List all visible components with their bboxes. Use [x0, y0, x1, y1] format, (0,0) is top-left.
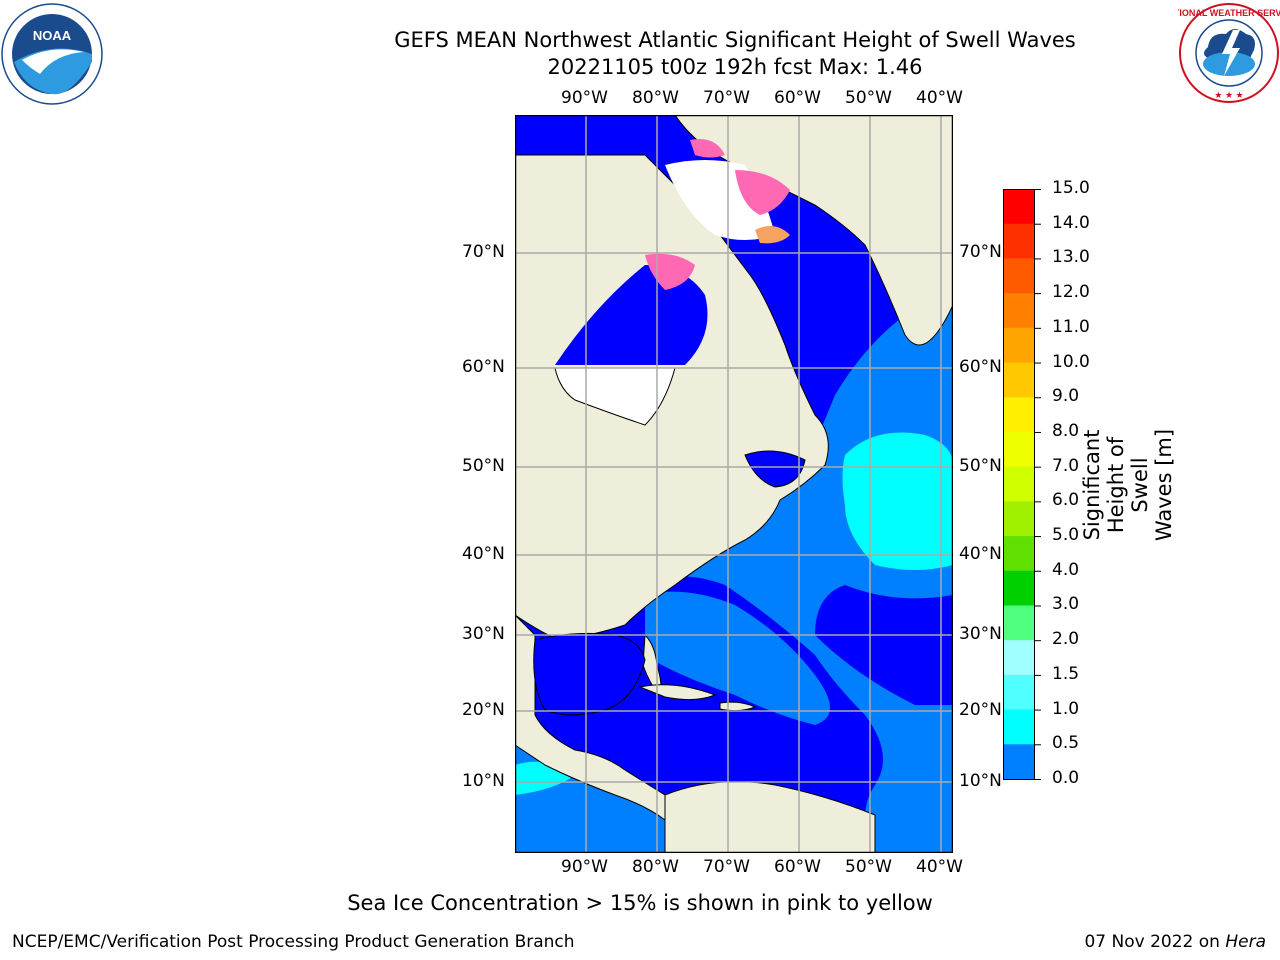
- noaa-logo: NOAA: [1, 3, 103, 105]
- colorbar-cell: [1003, 362, 1035, 398]
- lon-label-top: 80°W: [632, 88, 679, 108]
- machine-name: Hera: [1225, 932, 1266, 952]
- map-subtitle: 20221105 t00z 192h fcst Max: 1.46: [547, 55, 923, 79]
- colorbar-cell: [1003, 640, 1035, 676]
- colorbar-tick-label: 3.0: [1052, 594, 1080, 615]
- lat-label-left: 40°N: [462, 544, 505, 564]
- lon-label-bottom: 80°W: [632, 857, 679, 877]
- colorbar-cell: [1003, 709, 1035, 745]
- colorbar-cell: [1003, 431, 1035, 468]
- map-frame: [514, 114, 954, 854]
- lat-label-right: 70°N: [959, 242, 1002, 262]
- lon-label-top: 50°W: [845, 88, 892, 108]
- sea-ice-note: Sea Ice Concentration > 15% is shown in …: [347, 891, 933, 915]
- lat-label-right: 20°N: [959, 700, 1002, 720]
- lon-label-bottom: 70°W: [703, 857, 750, 877]
- colorbar-frame: [1003, 189, 1035, 780]
- colorbar-tick-label: 12.0: [1052, 282, 1090, 303]
- lat-label-left: 60°N: [462, 357, 505, 377]
- lon-label-bottom: 50°W: [845, 857, 892, 877]
- lat-label-right: 10°N: [959, 771, 1002, 791]
- colorbar-tick-label: 14.0: [1052, 212, 1090, 233]
- lon-label-top: 60°W: [774, 88, 821, 108]
- colorbar-tick-label: 13.0: [1052, 247, 1090, 268]
- nws-logo: NATIONAL WEATHER SERVICE ★ ★ ★: [1178, 3, 1280, 103]
- sea-ice-davis-strait: [735, 170, 790, 215]
- lon-label-bottom: 90°W: [561, 857, 608, 877]
- swell-band-low-east: [815, 585, 953, 705]
- colorbar-tick-label: 6.0: [1052, 490, 1080, 511]
- colorbar-tick-label: 11.0: [1052, 316, 1090, 337]
- colorbar-tick-label: 0.0: [1052, 768, 1080, 788]
- lat-label-right: 40°N: [959, 544, 1002, 564]
- colorbar-label-text: Significant Height of Swell Waves [m]: [1080, 428, 1176, 542]
- colorbar-tick-label: 7.0: [1052, 455, 1080, 476]
- nws-ring-text: NATIONAL WEATHER SERVICE: [1178, 8, 1280, 18]
- colorbar: [1003, 189, 1041, 780]
- lon-label-top: 40°W: [916, 88, 963, 108]
- lat-label-right: 50°N: [959, 456, 1002, 476]
- colorbar-tick-label: 9.0: [1052, 386, 1080, 407]
- gridlines: [515, 115, 953, 853]
- cuba-land: [638, 684, 717, 701]
- lat-label-right: 30°N: [959, 624, 1002, 644]
- colorbar-cell: [1003, 605, 1035, 641]
- colorbar-cell: [1003, 293, 1035, 329]
- colorbar-tick-label: 15.0: [1052, 178, 1090, 198]
- hudson-bay-no-data: [554, 367, 676, 426]
- lon-label-top: 90°W: [561, 88, 608, 108]
- gulf-of-mexico: [533, 632, 646, 716]
- lat-label-left: 70°N: [462, 242, 505, 262]
- colorbar-label: Significant Height of Swell Waves [m]: [1080, 409, 1176, 561]
- colorbar-tick-label: 1.5: [1052, 663, 1080, 684]
- colorbar-tick-label: 4.0: [1052, 559, 1080, 580]
- south-america-land: [664, 781, 876, 854]
- colorbar-cell: [1003, 536, 1035, 572]
- credit-text: NCEP/EMC/Verification Post Processing Pr…: [12, 932, 575, 952]
- lat-label-left: 50°N: [462, 456, 505, 476]
- colorbar-cell: [1003, 397, 1035, 433]
- colorbar-cell: [1003, 674, 1035, 711]
- date-text: 07 Nov 2022 on: [1084, 932, 1226, 952]
- lon-label-top: 70°W: [703, 88, 750, 108]
- colorbar-cell: [1003, 570, 1035, 606]
- lon-label-bottom: 40°W: [916, 857, 963, 877]
- colorbar-cell: [1003, 223, 1035, 259]
- lat-label-left: 20°N: [462, 700, 505, 720]
- colorbar-cell: [1003, 466, 1035, 502]
- noaa-logo-text: NOAA: [33, 28, 72, 43]
- sea-ice-baffin: [690, 139, 725, 158]
- colorbar-cell: [1003, 258, 1035, 294]
- nws-stars: ★ ★ ★: [1214, 90, 1243, 100]
- lat-label-left: 10°N: [462, 771, 505, 791]
- colorbar-cell: [1003, 327, 1035, 364]
- map-svg: [514, 114, 954, 854]
- lat-label-right: 60°N: [959, 357, 1002, 377]
- colorbar-tick-label: 1.0: [1052, 698, 1080, 719]
- colorbar-tick-label: 8.0: [1052, 420, 1080, 441]
- hudson-bay: [555, 265, 708, 365]
- colorbar-tick-label: 10.0: [1052, 351, 1090, 372]
- colorbar-cell: [1003, 744, 1035, 780]
- map-title: GEFS MEAN Northwest Atlantic Significant…: [394, 28, 1076, 52]
- map-panel: [514, 114, 954, 854]
- colorbar-tick-label: 2.0: [1052, 629, 1080, 650]
- sea-ice-labrador: [755, 226, 790, 244]
- colorbar-cell: [1003, 189, 1035, 225]
- colorbar-cell: [1003, 501, 1035, 537]
- lat-label-left: 30°N: [462, 624, 505, 644]
- gulf-st-lawrence: [744, 450, 806, 488]
- colorbar-tick-label: 5.0: [1052, 525, 1080, 546]
- colorbar-tick-label: 0.5: [1052, 733, 1080, 754]
- lon-label-bottom: 60°W: [774, 857, 821, 877]
- swell-band-mid-west: [645, 591, 830, 725]
- date-stamp: 07 Nov 2022 on Hera: [1084, 932, 1266, 952]
